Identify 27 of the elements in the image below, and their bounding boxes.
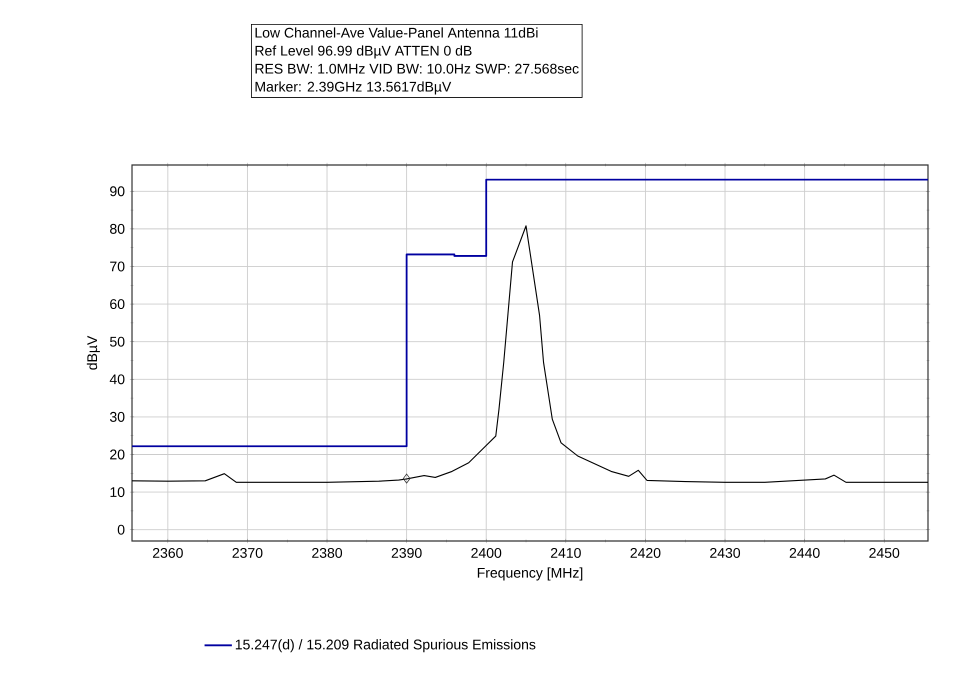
y-tick-label: 80 bbox=[110, 224, 124, 234]
x-tick-label: 2400 bbox=[471, 548, 502, 558]
text: RES BW: 1.0MHz VID BW: 10.0Hz SWP: 27.568sec bbox=[256, 64, 579, 74]
x-tick-label: 2440 bbox=[790, 548, 820, 558]
x-tick-label: 2410 bbox=[550, 548, 581, 558]
y-tick-label: 10 bbox=[110, 487, 124, 498]
y-tick-label: 0 bbox=[118, 524, 124, 535]
x-tick-label: 2430 bbox=[710, 548, 740, 558]
x-tick-label: 2370 bbox=[232, 548, 262, 558]
x-tick-label: 2450 bbox=[869, 548, 900, 558]
y-tick-label: 90 bbox=[110, 186, 124, 196]
y-tick-label: 50 bbox=[110, 336, 124, 347]
y-axis-title: dBµV bbox=[86, 336, 100, 370]
y-tick-label: 70 bbox=[110, 262, 124, 272]
x-tick-label: 2390 bbox=[392, 548, 422, 558]
x-axis-title: Frequency [MHz] bbox=[478, 567, 582, 580]
x-tick-label: 2380 bbox=[312, 548, 342, 558]
text: Ref Level 96.99 dBµV ATTEN 0 dB bbox=[256, 45, 472, 58]
x-tick-label: 2360 bbox=[152, 548, 183, 558]
y-tick-label: 60 bbox=[110, 299, 124, 310]
y-tick-label: 20 bbox=[110, 450, 124, 460]
y-tick-label: 30 bbox=[110, 412, 124, 422]
y-tick-label: 40 bbox=[110, 374, 124, 384]
text: Low Channel-Ave Value-Panel Antenna 11dBi bbox=[256, 27, 538, 38]
legend-label: 15.247(d) / 15.209 Radiated Spurious Emissions bbox=[236, 639, 536, 652]
text: Marker: 2.39GHz 13.5617dBµV bbox=[256, 81, 452, 94]
x-tick-label: 2420 bbox=[630, 548, 660, 558]
